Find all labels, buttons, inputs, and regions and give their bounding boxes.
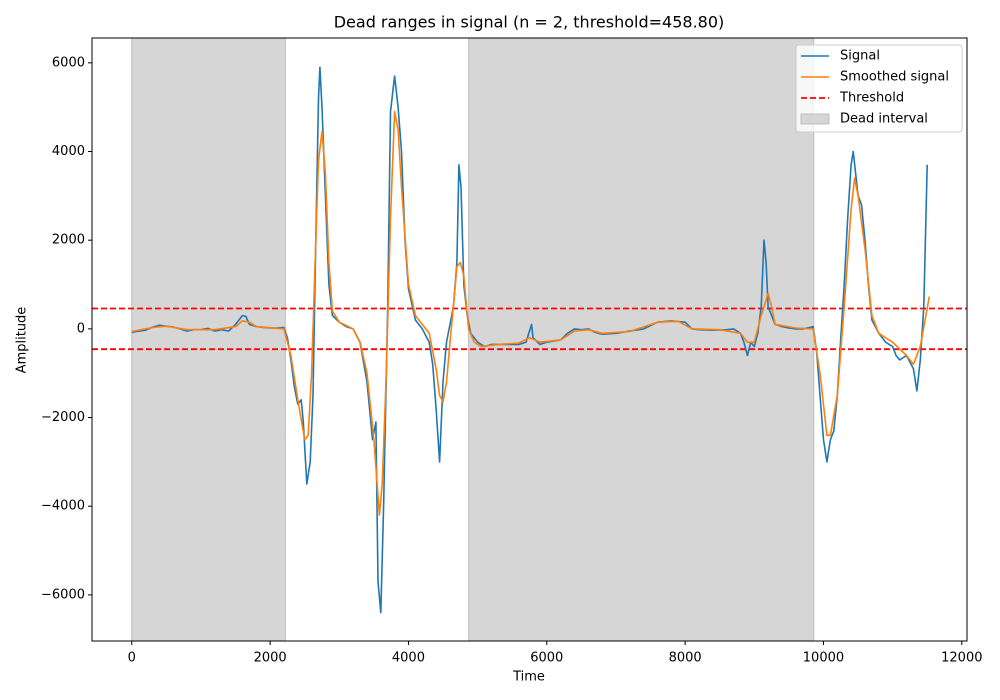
y-tick-label: −2000	[41, 410, 85, 425]
legend-label: Signal	[840, 49, 880, 64]
x-axis-label: Time	[512, 670, 545, 685]
series-line	[131, 110, 931, 516]
x-tick-label: 8000	[669, 651, 702, 666]
legend-box	[795, 44, 963, 133]
y-tick-label: 2000	[52, 233, 85, 248]
x-tick-label: 10000	[803, 651, 844, 666]
chart-title: Dead ranges in signal (n = 2, threshold=…	[334, 13, 725, 32]
legend-swatch	[800, 113, 830, 125]
x-tick-label: 0	[128, 651, 136, 666]
plot-frame	[91, 37, 968, 642]
y-tick-label: 0	[77, 321, 85, 336]
dead-interval	[131, 37, 286, 642]
legend-label: Dead interval	[840, 112, 928, 127]
dead-interval	[468, 37, 815, 642]
y-tick-label: 6000	[52, 55, 85, 70]
x-tick-label: 2000	[254, 651, 287, 666]
x-tick-label: 4000	[392, 651, 425, 666]
x-tick-label: 12000	[941, 651, 982, 666]
y-axis-label: Amplitude	[15, 307, 30, 374]
y-tick-label: 4000	[52, 144, 85, 159]
y-tick-label: −4000	[41, 499, 85, 514]
x-tick-label: 6000	[530, 651, 563, 666]
legend-label: Smoothed signal	[840, 70, 949, 85]
legend-label: Threshold	[839, 91, 904, 106]
y-tick-label: −6000	[41, 587, 85, 602]
